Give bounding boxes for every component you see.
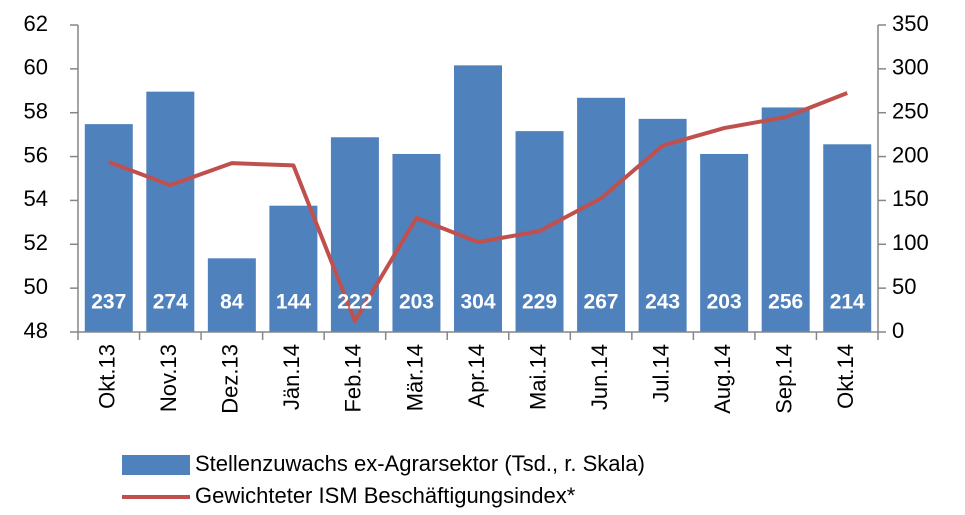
x-tick-label: Mär.14: [402, 344, 427, 411]
bar: [146, 91, 195, 332]
data-label: 274: [153, 291, 188, 314]
y-tick-label: 50: [24, 274, 48, 299]
x-tick-label: Jun.14: [587, 344, 612, 410]
y2-tick-label: 200: [892, 142, 929, 167]
line-series: [108, 91, 848, 324]
y-tick-label: 52: [24, 230, 48, 255]
x-tick-label: Jän.14: [279, 344, 304, 410]
data-label: 144: [276, 291, 311, 314]
data-label: 256: [768, 291, 803, 314]
bar: [454, 65, 502, 332]
y2-tick-label: 250: [892, 99, 929, 124]
x-tick-label: Nov.13: [156, 344, 181, 412]
y-tick-label: 58: [24, 99, 48, 124]
bar: [84, 124, 133, 332]
legend-label: Gewichteter ISM Beschäftigungsindex*: [195, 483, 576, 508]
x-tick-label: Jul.14: [648, 344, 673, 403]
y2-tick-label: 350: [892, 11, 929, 36]
bar: [207, 258, 256, 332]
legend-label: Stellenzuwachs ex-Agrarsektor (Tsd., r. …: [195, 451, 645, 476]
x-tick-label: Dez.13: [218, 344, 243, 414]
y-tick-label: 56: [24, 142, 48, 167]
bar: [577, 97, 626, 332]
x-tick-label: Aug.14: [710, 344, 735, 414]
y-tick-label: 60: [24, 55, 48, 80]
y2-tick-label: 0: [892, 318, 904, 343]
data-label: 203: [399, 291, 434, 314]
data-label: 237: [91, 291, 126, 314]
data-label: 222: [337, 291, 372, 314]
x-tick-label: Feb.14: [341, 344, 366, 413]
data-label: 214: [830, 291, 865, 314]
y2-tick-label: 150: [892, 186, 929, 211]
x-tick-label: Okt.13: [95, 344, 120, 409]
x-tick-label: Okt.14: [833, 344, 858, 409]
bar: [823, 144, 872, 332]
x-tick-label: Apr.14: [464, 344, 489, 408]
bar: [330, 137, 379, 332]
data-label: 203: [707, 291, 742, 314]
data-label: 84: [220, 291, 244, 314]
y2-tick-label: 50: [892, 274, 916, 299]
bar: [638, 118, 687, 333]
data-label: 229: [522, 291, 557, 314]
data-label: 267: [584, 291, 619, 314]
y-tick-label: 54: [24, 186, 48, 211]
y2-tick-label: 300: [892, 55, 929, 80]
x-tick-label: Sep.14: [772, 344, 797, 414]
y-tick-label: 48: [24, 318, 48, 343]
x-tick-label: Mai.14: [525, 344, 550, 410]
data-label: 243: [645, 291, 680, 314]
bar: [269, 205, 318, 332]
y-tick-label: 62: [24, 11, 48, 36]
data-label: 304: [460, 291, 495, 314]
y2-tick-label: 100: [892, 230, 929, 255]
legend-swatch: [122, 455, 190, 475]
bar: [761, 107, 810, 332]
bar: [700, 153, 749, 332]
